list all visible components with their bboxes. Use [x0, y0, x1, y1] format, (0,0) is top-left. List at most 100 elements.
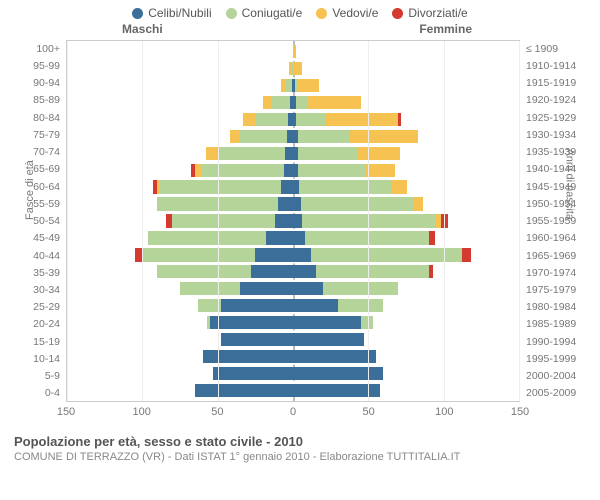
pyramid-row — [67, 179, 519, 196]
male-half — [67, 384, 293, 397]
gridline — [218, 41, 219, 401]
male-half — [67, 180, 293, 193]
bar-segment — [293, 316, 361, 329]
x-tick-label: 50 — [211, 406, 223, 418]
bar-segment — [285, 147, 293, 160]
bar-segment — [296, 113, 326, 126]
bar-segment — [284, 164, 293, 177]
bar-segment — [275, 214, 293, 227]
bar-segment — [142, 248, 255, 261]
age-label: 50-54 — [20, 212, 64, 229]
male-half — [67, 147, 293, 160]
bar-segment — [311, 248, 462, 261]
legend-label: Divorziati/e — [408, 6, 467, 20]
age-label: 5-9 — [20, 368, 64, 385]
female-half — [293, 62, 519, 75]
gridline — [142, 41, 143, 401]
y-ticks-birth: 2005-20092000-20041995-19991990-19941985… — [522, 40, 580, 402]
age-label: 35-39 — [20, 264, 64, 281]
male-label: Maschi — [122, 22, 163, 36]
birth-label: 1990-1994 — [522, 333, 580, 350]
bar-segment — [172, 214, 274, 227]
y-ticks-age: 0-45-910-1415-1920-2425-2930-3435-3940-4… — [20, 40, 64, 402]
bar-segment — [239, 130, 287, 143]
birth-label: 1910-1914 — [522, 57, 580, 74]
female-half — [293, 384, 519, 397]
age-label: 60-64 — [20, 178, 64, 195]
bar-segment — [299, 180, 392, 193]
male-half — [67, 79, 293, 92]
bar-segment — [293, 367, 383, 380]
bar-segment — [298, 147, 358, 160]
male-half — [67, 265, 293, 278]
age-label: 55-59 — [20, 195, 64, 212]
age-label: 75-79 — [20, 126, 64, 143]
bar-segment — [293, 214, 302, 227]
birth-label: 1985-1989 — [522, 316, 580, 333]
bar-segment — [148, 231, 266, 244]
birth-label: 1965-1969 — [522, 247, 580, 264]
legend-swatch — [132, 8, 143, 19]
legend: Celibi/Nubili Coniugati/e Vedovi/e Divor… — [0, 0, 600, 22]
female-half — [293, 113, 519, 126]
bar-segment — [361, 316, 373, 329]
birth-label: 1930-1934 — [522, 126, 580, 143]
pyramid-row — [67, 348, 519, 365]
bar-segment — [293, 384, 380, 397]
legend-label: Celibi/Nubili — [148, 6, 211, 20]
pyramid-row — [67, 196, 519, 213]
bar-segment — [414, 197, 423, 210]
pyramid-row — [67, 365, 519, 382]
bar-segment — [298, 164, 366, 177]
female-half — [293, 180, 519, 193]
bar-segment — [240, 282, 293, 295]
x-tick-label: 150 — [511, 406, 529, 418]
bar-segment — [462, 248, 471, 261]
pyramid-row — [67, 314, 519, 331]
bar-segment — [263, 96, 272, 109]
bar-segment — [293, 62, 302, 75]
age-label: 15-19 — [20, 333, 64, 350]
x-tick-label: 100 — [435, 406, 453, 418]
bar-segment — [293, 299, 338, 312]
x-tick-label: 100 — [132, 406, 150, 418]
x-ticks: 15010050050100150 — [66, 406, 520, 420]
male-half — [67, 248, 293, 261]
male-half — [67, 231, 293, 244]
bar-segment — [278, 197, 293, 210]
pyramid-row — [67, 229, 519, 246]
age-label: 30-34 — [20, 281, 64, 298]
pyramid-row — [67, 43, 519, 60]
bar-segment — [218, 147, 286, 160]
age-label: 45-49 — [20, 230, 64, 247]
bar-segment — [135, 248, 143, 261]
bar-segment — [180, 282, 240, 295]
pyramid-row — [67, 128, 519, 145]
age-label: 20-24 — [20, 316, 64, 333]
birth-label: 1980-1984 — [522, 299, 580, 316]
legend-item: Celibi/Nubili — [132, 6, 211, 20]
bar-segment — [358, 147, 400, 160]
bar-segment — [350, 130, 418, 143]
bar-segment — [429, 231, 435, 244]
gridline — [519, 41, 520, 401]
bar-segment — [160, 180, 281, 193]
female-half — [293, 265, 519, 278]
male-half — [67, 45, 293, 58]
bar-segment — [293, 350, 376, 363]
bar-segment — [365, 164, 395, 177]
female-half — [293, 350, 519, 363]
pyramid-row — [67, 111, 519, 128]
male-half — [67, 197, 293, 210]
bar-segment — [293, 265, 316, 278]
bar-segment — [293, 231, 305, 244]
age-label: 80-84 — [20, 109, 64, 126]
bar-segment — [251, 265, 293, 278]
male-half — [67, 96, 293, 109]
female-half — [293, 299, 519, 312]
legend-swatch — [316, 8, 327, 19]
bar-segment — [316, 265, 429, 278]
birth-label: 1935-1939 — [522, 143, 580, 160]
x-tick-label: 150 — [57, 406, 75, 418]
bar-segment — [255, 248, 293, 261]
